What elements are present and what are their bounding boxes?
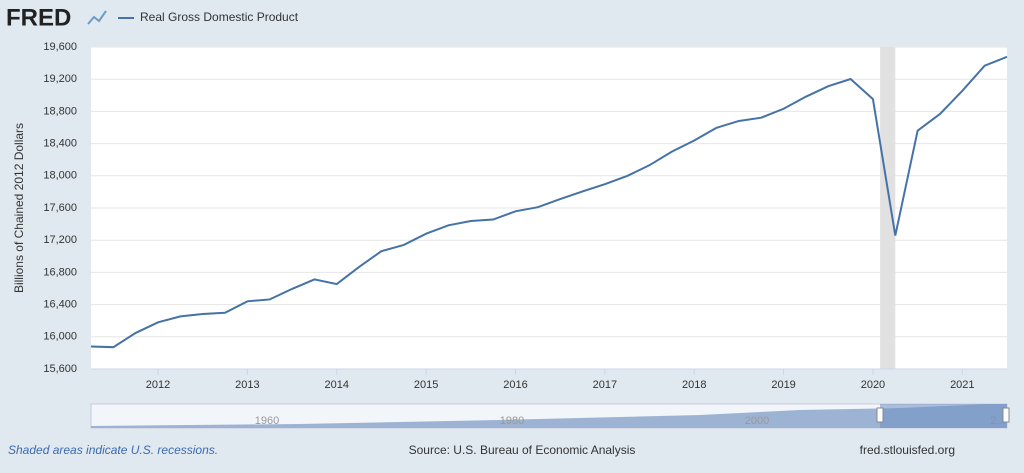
brand-logo: FRED <box>6 4 71 31</box>
y-tick-label: 18,800 <box>43 105 77 117</box>
y-tick-label: 15,600 <box>43 363 77 375</box>
x-tick-label: 2018 <box>682 379 706 391</box>
navigator-selection[interactable] <box>880 404 1007 428</box>
x-tick-label: 2017 <box>593 379 617 391</box>
y-tick-label: 19,600 <box>43 41 77 53</box>
y-tick-label: 17,200 <box>43 234 77 246</box>
y-tick-label: 19,200 <box>43 73 77 85</box>
recession-shade <box>880 47 896 369</box>
y-tick-label: 18,000 <box>43 170 77 182</box>
navigator-handle[interactable] <box>876 407 884 423</box>
x-tick-label: 2015 <box>414 379 438 391</box>
y-axis-title: Billions of Chained 2012 Dollars <box>12 123 26 293</box>
x-tick-label: 2020 <box>861 379 885 391</box>
x-tick-label: 2014 <box>325 379 349 391</box>
x-tick-label: 2021 <box>950 379 974 391</box>
navigator-label: 2000 <box>745 415 769 427</box>
y-tick-label: 18,400 <box>43 138 77 150</box>
y-tick-label: 16,800 <box>43 266 77 278</box>
navigator-area <box>91 404 1007 428</box>
site[interactable]: fred.stlouisfed.org <box>860 443 955 457</box>
logo-icon <box>87 10 107 25</box>
x-tick-label: 2016 <box>503 379 527 391</box>
data-line <box>90 55 1008 349</box>
y-tick-label: 17,600 <box>43 202 77 214</box>
legend-label: Real Gross Domestic Product <box>140 10 299 24</box>
x-tick-label: 2019 <box>771 379 795 391</box>
y-tick-label: 16,000 <box>43 331 77 343</box>
source: Source: U.S. Bureau of Economic Analysis <box>409 443 636 457</box>
navigator-label: 1980 <box>500 415 524 427</box>
y-tick-label: 16,400 <box>43 299 77 311</box>
x-tick-label: 2013 <box>235 379 259 391</box>
navigator-handle[interactable] <box>1002 407 1010 423</box>
navigator-label: 1960 <box>255 415 279 427</box>
x-tick-label: 2012 <box>146 379 170 391</box>
recession-note[interactable]: Shaded areas indicate U.S. recessions. <box>8 443 218 457</box>
